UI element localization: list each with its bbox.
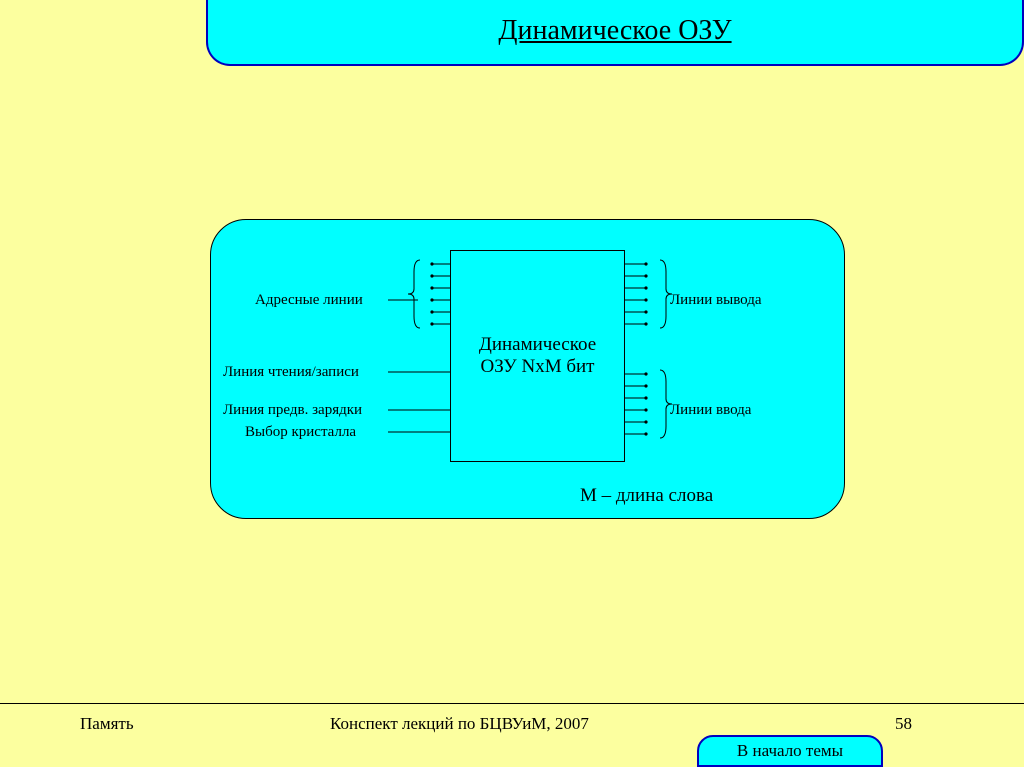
footer-course-title: Конспект лекций по БЦВУиМ, 2007 xyxy=(330,714,589,734)
diagram-io-label: Линия предв. зарядки xyxy=(223,402,362,419)
footer-section-name: Память xyxy=(80,714,134,734)
slide-root: Динамическое ОЗУ Динамическое ОЗУ NxM би… xyxy=(0,0,1024,767)
chip-label-line2: ОЗУ NxM бит xyxy=(479,356,596,378)
diagram-io-label: Линия чтения/записи xyxy=(223,364,359,381)
diagram-io-label: Линии ввода xyxy=(670,402,751,419)
footer-divider xyxy=(0,703,1024,704)
diagram-io-label: Адресные линии xyxy=(255,292,363,309)
chip-label-line1: Динамическое xyxy=(479,334,596,356)
diagram-io-label: Линии вывода xyxy=(670,292,762,309)
back-to-topic-button[interactable]: В начало темы xyxy=(697,735,883,767)
footer-page-number: 58 xyxy=(895,714,912,734)
chip-box: Динамическое ОЗУ NxM бит xyxy=(450,250,625,462)
diagram-io-label: Выбор кристалла xyxy=(245,424,356,441)
word-length-label: M – длина слова xyxy=(580,485,713,507)
back-to-topic-label: В начало темы xyxy=(737,741,843,761)
